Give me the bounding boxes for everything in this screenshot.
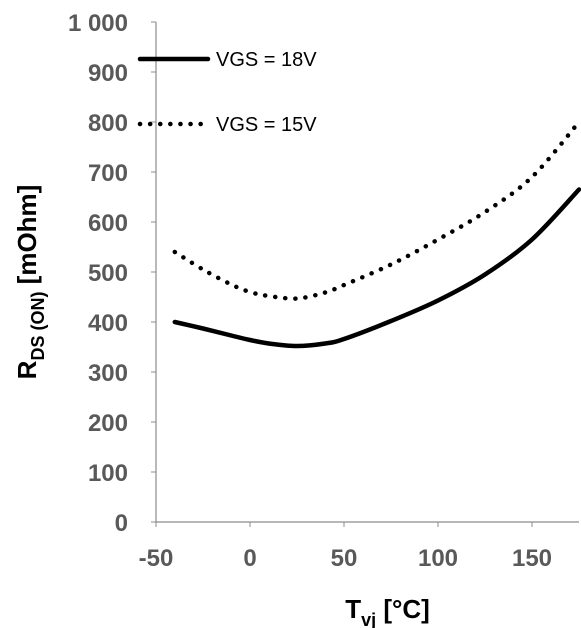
tick-labels: 0 100 200 300 400 500 600 700 800 900 1 000 -50 0 50 1… (68, 10, 552, 572)
x-tick-label: 50 (331, 545, 358, 572)
x-tick-label: -50 (139, 545, 174, 572)
series-layer (172, 119, 581, 349)
y-tick-label: 500 (88, 260, 128, 287)
series-line-vgs-18v (172, 187, 581, 349)
y-tick-label: 1 000 (68, 10, 128, 37)
x-tick-label: 100 (418, 545, 458, 572)
axis-titles: Tvj [°C] RDS (ON) [mOhm] (12, 185, 430, 628)
x-axis-title: Tvj [°C] (345, 594, 430, 628)
legend-label: VGS = 15V (216, 114, 317, 136)
y-tick-label: 900 (88, 60, 128, 87)
x-tick-label: 0 (243, 545, 256, 572)
y-tick-label: 100 (88, 460, 128, 487)
x-tick-label: 150 (512, 545, 552, 572)
legend-label: VGS = 18V (216, 49, 317, 71)
y-tick-label: 0 (115, 510, 128, 537)
y-tick-label: 700 (88, 160, 128, 187)
legend: VGS = 18V VGS = 15V (137, 49, 317, 136)
y-tick-label: 600 (88, 210, 128, 237)
y-tick-label: 800 (88, 110, 128, 137)
y-tick-label: 400 (88, 310, 128, 337)
y-tick-label: 200 (88, 410, 128, 437)
series-line-vgs-15v (172, 119, 581, 301)
axes (151, 21, 579, 527)
y-tick-label: 300 (88, 360, 128, 387)
y-axis-title: RDS (ON) [mOhm] (12, 185, 48, 380)
